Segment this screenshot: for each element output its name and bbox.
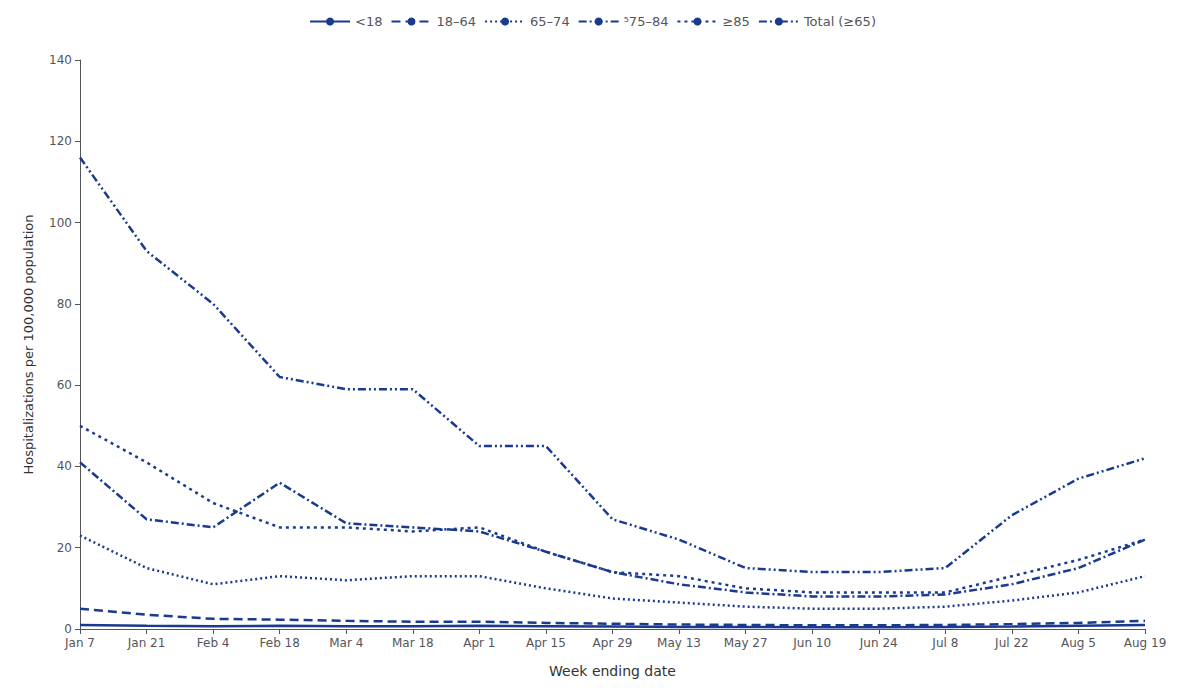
svg-text:Aug 5: Aug 5 xyxy=(1061,636,1096,650)
svg-text:40: 40 xyxy=(57,459,72,473)
svg-text:May 13: May 13 xyxy=(657,636,701,650)
svg-text:60: 60 xyxy=(57,378,72,392)
svg-text:120: 120 xyxy=(49,134,72,148)
svg-text:Hospitalizations per 100,000 p: Hospitalizations per 100,000 population xyxy=(21,214,36,474)
svg-text:Jul 8: Jul 8 xyxy=(931,636,958,650)
svg-text:⁵75–84: ⁵75–84 xyxy=(624,14,669,29)
svg-text:Apr 15: Apr 15 xyxy=(526,636,566,650)
svg-text:65–74: 65–74 xyxy=(530,14,570,29)
svg-text:80: 80 xyxy=(57,297,72,311)
svg-text:≥85: ≥85 xyxy=(722,14,749,29)
svg-text:Jun 24: Jun 24 xyxy=(859,636,898,650)
svg-text:Jun 10: Jun 10 xyxy=(792,636,831,650)
svg-text:Mar 4: Mar 4 xyxy=(329,636,363,650)
svg-text:Aug 19: Aug 19 xyxy=(1124,636,1167,650)
svg-text:Feb 18: Feb 18 xyxy=(260,636,300,650)
svg-text:Apr 1: Apr 1 xyxy=(463,636,495,650)
svg-text:Feb 4: Feb 4 xyxy=(197,636,230,650)
svg-text:<18: <18 xyxy=(355,14,382,29)
svg-text:Apr 29: Apr 29 xyxy=(593,636,633,650)
svg-text:May 27: May 27 xyxy=(724,636,768,650)
svg-text:Total (≥65): Total (≥65) xyxy=(803,14,876,29)
svg-text:18–64: 18–64 xyxy=(436,14,476,29)
svg-text:Mar 18: Mar 18 xyxy=(392,636,434,650)
svg-text:0: 0 xyxy=(64,622,72,636)
svg-text:20: 20 xyxy=(57,541,72,555)
svg-text:Week ending date: Week ending date xyxy=(549,663,676,679)
svg-text:100: 100 xyxy=(49,216,72,230)
svg-text:140: 140 xyxy=(49,53,72,67)
svg-text:Jul 22: Jul 22 xyxy=(994,636,1029,650)
svg-text:Jan 7: Jan 7 xyxy=(64,636,95,650)
svg-text:Jan 21: Jan 21 xyxy=(127,636,166,650)
